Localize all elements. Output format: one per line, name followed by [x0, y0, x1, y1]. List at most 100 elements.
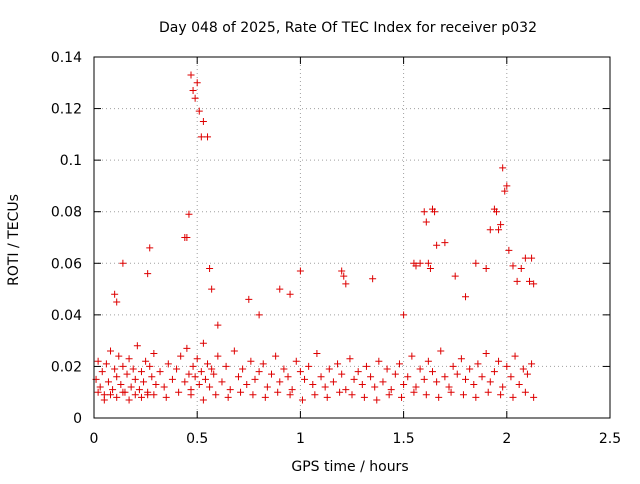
data-point [247, 357, 255, 365]
x-tick-label: 0.5 [186, 431, 208, 447]
data-points [92, 71, 538, 404]
data-point [470, 380, 478, 388]
data-point [441, 239, 449, 247]
data-point [459, 391, 467, 399]
data-point [129, 365, 137, 373]
data-point [107, 391, 115, 399]
data-point [201, 375, 209, 383]
data-point [199, 339, 207, 347]
data-point [146, 362, 154, 370]
data-point [292, 357, 300, 365]
x-tick-label: 2 [502, 431, 511, 447]
data-point [111, 365, 119, 373]
data-point [245, 295, 253, 303]
data-point [521, 254, 529, 262]
data-point [113, 393, 121, 401]
data-point [175, 388, 183, 396]
data-point [350, 375, 358, 383]
data-point [528, 360, 536, 368]
data-point [521, 388, 529, 396]
data-point [373, 396, 381, 404]
data-point [523, 370, 531, 378]
data-point [187, 71, 195, 79]
data-point [208, 365, 216, 373]
data-point [530, 280, 538, 288]
data-point [433, 378, 441, 386]
data-point [214, 321, 222, 329]
data-point [109, 386, 117, 394]
y-tick-label: 0.06 [51, 256, 82, 272]
data-point [263, 383, 271, 391]
data-point [379, 378, 387, 386]
data-point [395, 360, 403, 368]
data-point [400, 311, 408, 319]
x-tick-labels: 0 0.5 1 1.5 2 2.5 [90, 431, 622, 447]
data-point [144, 270, 152, 278]
data-point [191, 94, 199, 102]
data-point [358, 380, 366, 388]
data-point [212, 391, 220, 399]
data-point [342, 280, 350, 288]
data-point [152, 380, 160, 388]
data-point [511, 352, 519, 360]
data-point [173, 365, 181, 373]
data-point [140, 378, 148, 386]
x-tick-label: 2.5 [599, 431, 621, 447]
data-point [255, 311, 263, 319]
data-point [224, 393, 232, 401]
data-point [94, 388, 102, 396]
data-point [144, 388, 152, 396]
data-point [249, 391, 257, 399]
data-point [204, 133, 212, 141]
y-tick-label: 0 [73, 411, 82, 427]
data-point [453, 370, 461, 378]
data-point [410, 388, 418, 396]
chart-title: Day 048 of 2025, Rate Of TEC Index for r… [159, 20, 537, 36]
data-point [338, 267, 346, 275]
data-point [113, 298, 121, 306]
data-point [340, 272, 348, 280]
data-point [111, 290, 119, 298]
data-point [457, 355, 465, 363]
data-point [135, 386, 143, 394]
data-point [222, 362, 230, 370]
data-point [519, 365, 527, 373]
data-point [218, 378, 226, 386]
data-point [117, 380, 125, 388]
data-point [204, 360, 212, 368]
data-point [137, 393, 145, 401]
data-point [408, 352, 416, 360]
data-point [301, 375, 309, 383]
data-point [296, 267, 304, 275]
data-point [507, 373, 515, 381]
data-point [96, 383, 104, 391]
data-point [131, 391, 139, 399]
data-point [261, 393, 269, 401]
data-point [495, 357, 503, 365]
data-point [336, 388, 344, 396]
data-point [428, 368, 436, 376]
data-point [449, 362, 457, 370]
data-point [164, 360, 172, 368]
data-point [325, 365, 333, 373]
data-point [441, 373, 449, 381]
data-point [280, 365, 288, 373]
data-point [398, 393, 406, 401]
data-point [210, 370, 218, 378]
data-point [317, 373, 325, 381]
data-point [334, 360, 342, 368]
data-point [482, 264, 490, 272]
data-point [426, 264, 434, 272]
data-point [94, 357, 102, 365]
data-point [466, 365, 474, 373]
data-point [451, 272, 459, 280]
data-point [119, 362, 127, 370]
data-point [420, 375, 428, 383]
data-point [422, 218, 430, 226]
data-point [243, 380, 251, 388]
data-point [348, 391, 356, 399]
data-point [181, 378, 189, 386]
data-point [268, 370, 276, 378]
data-point [495, 226, 503, 234]
